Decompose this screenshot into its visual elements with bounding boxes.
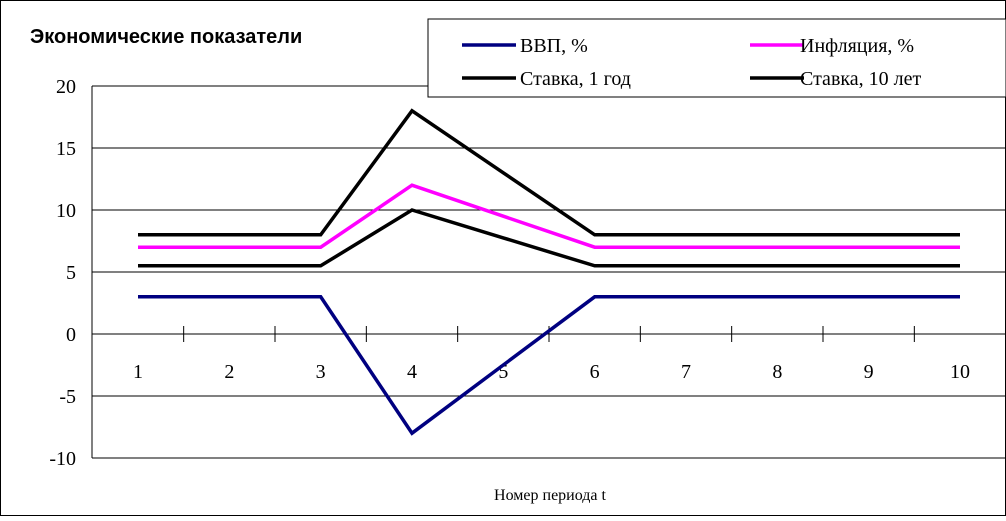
series-line — [138, 108, 960, 237]
y-tick-label: 15 — [56, 138, 76, 160]
series-layer — [138, 108, 960, 436]
legend-box — [427, 18, 1006, 98]
legend-label: Инфляция, % — [800, 35, 914, 57]
y-tick-label: 10 — [56, 200, 76, 222]
x-tick-label: 4 — [407, 361, 417, 383]
series-line — [138, 295, 960, 436]
legend-label: Ставка, 10 лет — [800, 68, 922, 90]
x-axis-label: Номер периода t — [494, 487, 606, 504]
legend-label: ВВП, % — [520, 35, 588, 57]
axes: 20 15 10 5 0 -5 -10 1 2 3 4 5 6 7 8 9 10 — [49, 76, 1006, 470]
x-tick-label: 7 — [681, 361, 691, 383]
y-tick-label: 20 — [56, 76, 76, 98]
x-tick-label: 8 — [772, 361, 782, 383]
x-tick-label: 10 — [950, 361, 970, 383]
y-tick-label: -10 — [49, 448, 76, 470]
x-tick-label: 5 — [498, 361, 508, 383]
legend-label: Ставка, 1 год — [520, 68, 631, 90]
y-tick-label: 5 — [66, 262, 76, 284]
series-line — [138, 208, 960, 268]
chart-title: Экономические показатели — [30, 26, 302, 48]
x-tick-label: 3 — [316, 361, 326, 383]
x-tick-label: 2 — [224, 361, 234, 383]
x-tick-label: 9 — [864, 361, 874, 383]
y-tick-label: 0 — [66, 324, 76, 346]
x-tick-label: 1 — [133, 361, 143, 383]
y-tick-label: -5 — [59, 386, 76, 408]
legend: ВВП, % Инфляция, % Ставка, 1 год Ставка, 10… — [427, 18, 1006, 98]
series-line — [138, 183, 960, 249]
x-tick-label: 6 — [590, 361, 600, 383]
